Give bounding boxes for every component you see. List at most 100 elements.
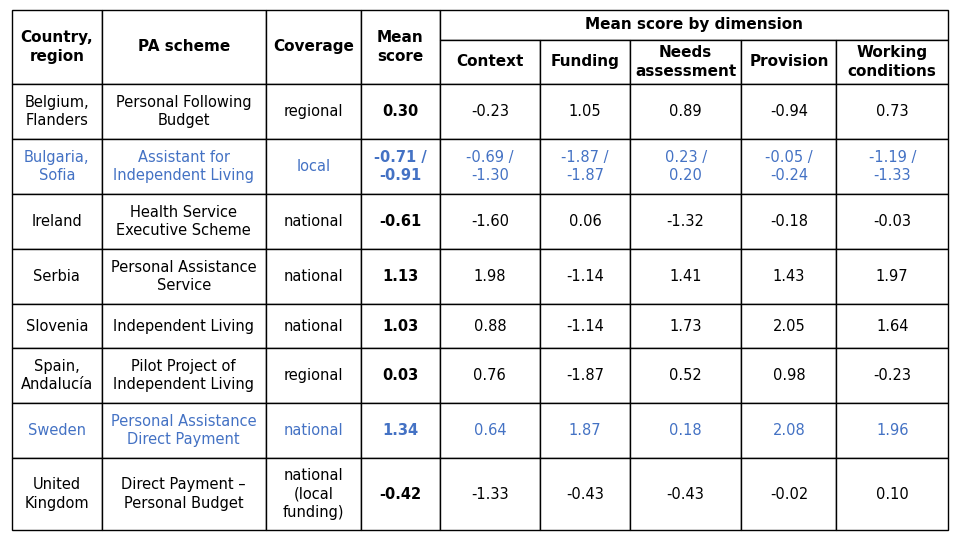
Bar xyxy=(361,249,440,304)
Bar xyxy=(540,403,630,458)
Text: -0.23: -0.23 xyxy=(874,368,911,383)
Text: -0.61: -0.61 xyxy=(379,214,421,229)
Text: Mean score by dimension: Mean score by dimension xyxy=(585,17,803,32)
Text: -0.18: -0.18 xyxy=(770,214,808,229)
Text: -0.69 /
-1.30: -0.69 / -1.30 xyxy=(467,150,514,183)
Bar xyxy=(102,458,266,530)
Text: Sweden: Sweden xyxy=(28,423,85,438)
Bar xyxy=(12,304,102,348)
Text: 1.41: 1.41 xyxy=(669,269,702,284)
Bar xyxy=(630,194,741,249)
Bar xyxy=(12,84,102,139)
Bar xyxy=(12,249,102,304)
Bar xyxy=(440,10,948,39)
Bar xyxy=(12,458,102,530)
Text: 0.52: 0.52 xyxy=(669,368,702,383)
Bar xyxy=(741,249,836,304)
Bar xyxy=(630,458,741,530)
Bar xyxy=(361,10,440,84)
Bar xyxy=(440,39,540,84)
Bar xyxy=(540,194,630,249)
Bar xyxy=(266,304,361,348)
Text: -0.03: -0.03 xyxy=(874,214,911,229)
Text: 2.08: 2.08 xyxy=(773,423,805,438)
Bar xyxy=(630,304,741,348)
Bar xyxy=(741,304,836,348)
Text: 0.73: 0.73 xyxy=(876,104,908,119)
Text: Funding: Funding xyxy=(550,55,619,69)
Text: -0.05 /
-0.24: -0.05 / -0.24 xyxy=(765,150,813,183)
Bar xyxy=(836,39,948,84)
Text: 0.88: 0.88 xyxy=(473,319,506,334)
Bar xyxy=(440,458,540,530)
Bar xyxy=(540,304,630,348)
Bar xyxy=(361,458,440,530)
Text: national: national xyxy=(283,269,343,284)
Bar xyxy=(440,249,540,304)
Text: -0.23: -0.23 xyxy=(470,104,509,119)
Text: 1.96: 1.96 xyxy=(876,423,908,438)
Bar xyxy=(440,139,540,194)
Text: -1.32: -1.32 xyxy=(666,214,705,229)
Text: 0.03: 0.03 xyxy=(382,368,419,383)
Text: Health Service
Executive Scheme: Health Service Executive Scheme xyxy=(116,205,252,238)
Text: Provision: Provision xyxy=(749,55,828,69)
Bar xyxy=(102,84,266,139)
Bar xyxy=(836,84,948,139)
Bar xyxy=(630,348,741,403)
Text: Personal Assistance
Service: Personal Assistance Service xyxy=(110,260,256,293)
Bar xyxy=(836,139,948,194)
Bar xyxy=(12,10,102,84)
Bar xyxy=(836,304,948,348)
Text: national
(local
funding): national (local funding) xyxy=(282,468,344,520)
Text: -1.33: -1.33 xyxy=(471,487,509,502)
Text: 0.06: 0.06 xyxy=(568,214,601,229)
Text: Context: Context xyxy=(456,55,523,69)
Text: 0.18: 0.18 xyxy=(669,423,702,438)
Bar xyxy=(836,249,948,304)
Text: national: national xyxy=(283,423,343,438)
Bar xyxy=(836,348,948,403)
Text: PA scheme: PA scheme xyxy=(137,39,229,55)
Text: Slovenia: Slovenia xyxy=(26,319,88,334)
Text: 0.89: 0.89 xyxy=(669,104,702,119)
Text: -1.14: -1.14 xyxy=(566,269,604,284)
Bar xyxy=(440,194,540,249)
Text: 1.05: 1.05 xyxy=(568,104,601,119)
Text: 1.13: 1.13 xyxy=(382,269,419,284)
Text: 0.76: 0.76 xyxy=(473,368,506,383)
Text: 1.34: 1.34 xyxy=(382,423,419,438)
Text: Personal Assistance
Direct Payment: Personal Assistance Direct Payment xyxy=(110,414,256,448)
Bar xyxy=(540,39,630,84)
Text: local: local xyxy=(297,159,330,174)
Text: Coverage: Coverage xyxy=(273,39,353,55)
Text: Independent Living: Independent Living xyxy=(113,319,254,334)
Text: -0.71 /
-0.91: -0.71 / -0.91 xyxy=(373,150,426,183)
Bar xyxy=(12,194,102,249)
Text: 1.64: 1.64 xyxy=(876,319,908,334)
Bar xyxy=(102,304,266,348)
Bar xyxy=(630,403,741,458)
Text: -0.02: -0.02 xyxy=(770,487,808,502)
Text: 0.23 /
0.20: 0.23 / 0.20 xyxy=(664,150,707,183)
Bar xyxy=(12,348,102,403)
Bar xyxy=(836,403,948,458)
Bar xyxy=(741,39,836,84)
Text: United
Kingdom: United Kingdom xyxy=(25,477,89,511)
Text: -0.43: -0.43 xyxy=(566,487,604,502)
Text: -1.14: -1.14 xyxy=(566,319,604,334)
Text: -1.87: -1.87 xyxy=(566,368,604,383)
Bar xyxy=(440,304,540,348)
Text: Belgium,
Flanders: Belgium, Flanders xyxy=(25,94,89,129)
Text: regional: regional xyxy=(283,368,343,383)
Text: 0.64: 0.64 xyxy=(473,423,506,438)
Bar xyxy=(540,348,630,403)
Bar xyxy=(630,84,741,139)
Text: Working
conditions: Working conditions xyxy=(848,45,937,79)
Bar xyxy=(12,403,102,458)
Bar xyxy=(102,249,266,304)
Text: Ireland: Ireland xyxy=(32,214,83,229)
Text: Needs
assessment: Needs assessment xyxy=(635,45,736,79)
Bar xyxy=(836,194,948,249)
Bar xyxy=(361,403,440,458)
